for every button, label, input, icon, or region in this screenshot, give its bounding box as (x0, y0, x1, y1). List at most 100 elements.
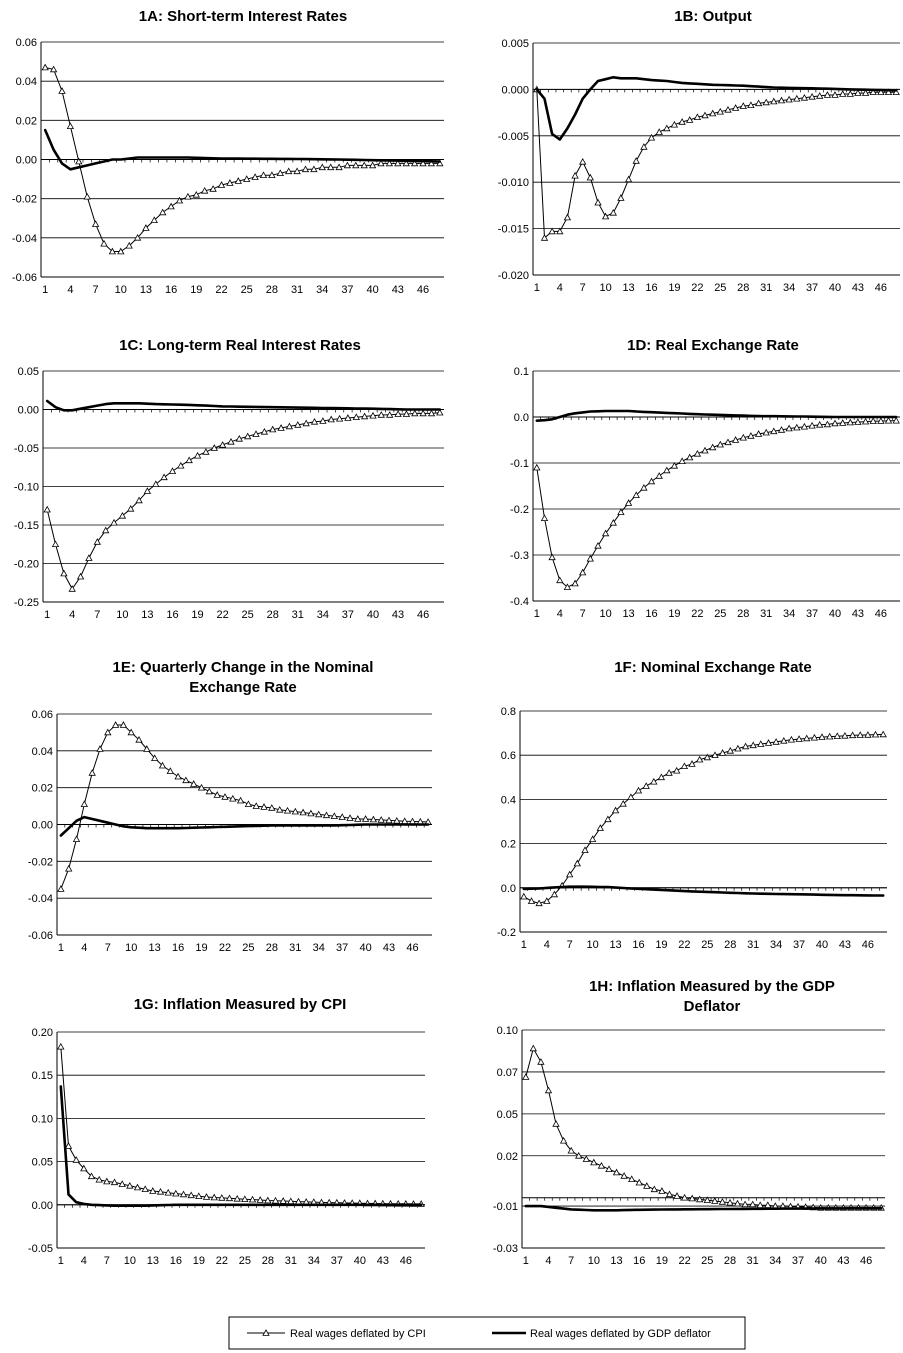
data-point-cpi (670, 120, 679, 128)
data-point-cpi (160, 473, 168, 481)
y-tick-label: 0.05 (32, 1157, 53, 1169)
data-point-cpi (856, 731, 864, 738)
data-point-cpi (294, 421, 302, 428)
data-point-cpi (777, 426, 786, 433)
x-tick-label: 25 (239, 1255, 251, 1267)
data-point-cpi (369, 815, 378, 823)
data-point-cpi (72, 835, 81, 842)
data-point-cpi (344, 414, 352, 421)
y-tick-label: 0.05 (497, 1109, 518, 1121)
data-point-cpi (808, 421, 816, 429)
legend: Real wages deflated by CPI Real wages def… (228, 1316, 746, 1350)
x-tick-label: 1 (58, 942, 64, 954)
x-tick-label: 13 (610, 1255, 622, 1267)
legend-label-cpi: Real wages deflated by CPI (290, 1328, 426, 1340)
data-point-cpi (787, 735, 796, 743)
series-line-gdp-deflator (59, 1085, 423, 1207)
x-tick-label: 28 (737, 282, 749, 294)
data-point-cpi (724, 105, 732, 113)
legend-label-gdp-deflator: Real wages deflated by GDP deflator (530, 1328, 711, 1340)
series-line-gdp-deflator (535, 409, 898, 423)
data-point-cpi (663, 466, 671, 474)
data-point-cpi (310, 165, 318, 173)
y-tick-label: -0.06 (28, 930, 53, 942)
data-point-cpi (102, 526, 110, 534)
x-tick-label: 7 (568, 1255, 574, 1267)
data-point-cpi (673, 766, 681, 774)
data-point-cpi (315, 810, 323, 818)
data-point-cpi (634, 786, 643, 794)
data-point-cpi (678, 118, 686, 125)
chart-panel-1e: 1E: Quarterly Change in the Nominal Excha… (28, 659, 432, 954)
chart-title: Exchange Rate (189, 679, 297, 696)
data-point-cpi (803, 734, 811, 742)
data-point-cpi (709, 109, 717, 117)
data-point-cpi (100, 239, 108, 247)
data-point-cpi (327, 163, 335, 171)
x-tick-label: 16 (172, 942, 184, 954)
data-point-cpi (823, 420, 832, 428)
data-point-cpi (301, 165, 310, 173)
data-point-cpi (647, 477, 656, 485)
x-tick-label: 22 (678, 939, 690, 951)
x-tick-label: 43 (377, 1255, 389, 1267)
data-point-cpi (520, 892, 528, 900)
x-tick-label: 19 (193, 1255, 205, 1267)
x-tick-label: 25 (242, 942, 254, 954)
data-point-cpi (556, 227, 564, 235)
y-tick-label: 0.6 (501, 750, 516, 762)
x-tick-label: 46 (400, 1255, 412, 1267)
x-tick-label: 16 (170, 1255, 182, 1267)
data-point-cpi (217, 181, 226, 188)
data-point-cpi (187, 1191, 195, 1199)
data-point-cpi (330, 812, 338, 819)
data-point-cpi (566, 870, 574, 878)
x-tick-label: 43 (852, 282, 864, 294)
data-point-cpi (394, 159, 402, 167)
data-point-cpi (884, 416, 893, 424)
data-point-cpi (693, 449, 702, 457)
data-point-cpi (839, 419, 847, 426)
data-point-cpi (419, 409, 427, 417)
series-line-gdp-deflator (43, 128, 442, 171)
data-point-cpi (529, 1044, 537, 1052)
data-point-cpi (164, 1188, 172, 1196)
x-tick-label: 43 (852, 608, 864, 620)
data-point-cpi (892, 416, 900, 424)
data-point-cpi (522, 1073, 530, 1080)
data-point-cpi (703, 753, 711, 761)
x-tick-label: 28 (262, 1255, 274, 1267)
data-point-cpi (118, 511, 127, 519)
data-point-cpi (831, 91, 839, 98)
data-point-cpi (543, 897, 551, 904)
x-tick-label: 10 (588, 1255, 600, 1267)
chart-panel-1g: 1G: Inflation Measured by CPI 0.20 0.15 0.1… (28, 996, 425, 1267)
x-tick-label: 7 (105, 942, 111, 954)
data-point-cpi (394, 410, 402, 417)
data-point-cpi (201, 186, 209, 194)
data-point-cpi (269, 425, 277, 433)
data-point-cpi (726, 746, 734, 754)
x-tick-label: 43 (839, 939, 851, 951)
chart-title: 1D: Real Exchange Rate (627, 337, 799, 354)
data-point-cpi (319, 417, 327, 424)
data-point-cpi (688, 1194, 696, 1202)
data-point-cpi (597, 1161, 606, 1169)
data-point-cpi (346, 814, 354, 821)
data-point-cpi (741, 1200, 749, 1208)
y-tick-label: 0.10 (497, 1025, 518, 1037)
data-point-cpi (252, 802, 260, 809)
chart-title: 1C: Long-term Real Interest Rates (119, 337, 361, 354)
x-tick-label: 19 (191, 609, 203, 621)
data-point-cpi (726, 1198, 734, 1206)
data-point-cpi (68, 585, 76, 592)
data-point-cpi (741, 742, 750, 750)
data-point-cpi (248, 1195, 257, 1203)
data-point-cpi (88, 769, 96, 776)
data-point-cpi (185, 456, 193, 464)
data-point-cpi (436, 408, 444, 416)
data-point-cpi (72, 1156, 80, 1163)
data-point-cpi (43, 505, 51, 513)
x-tick-label: 10 (116, 609, 128, 621)
y-tick-label: -0.3 (510, 550, 529, 562)
